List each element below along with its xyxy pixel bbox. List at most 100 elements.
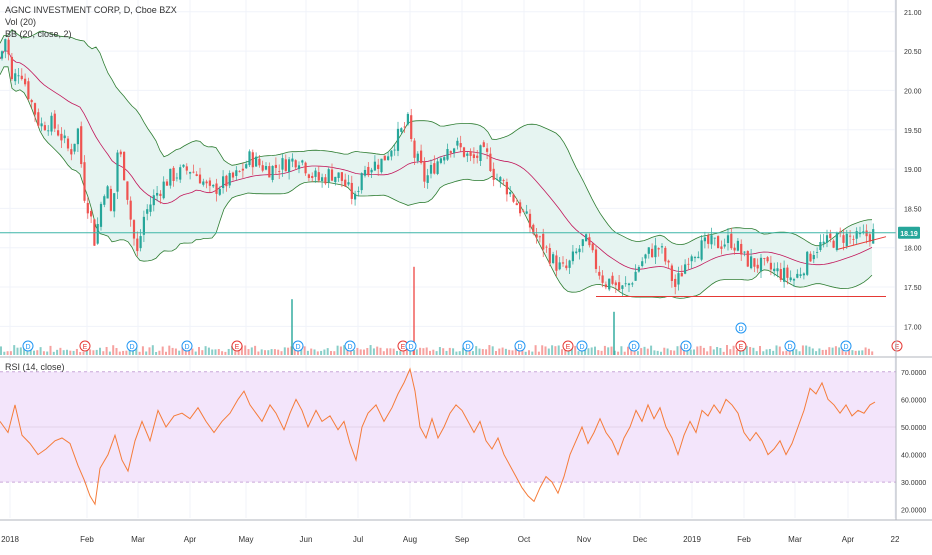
candle-body [50, 115, 53, 132]
candle-body [73, 143, 76, 152]
volume-bar [858, 350, 860, 355]
volume-bar [768, 348, 771, 355]
y-tick-label: 19.50 [904, 128, 922, 135]
volume-bar [844, 351, 847, 355]
candle-body [634, 271, 637, 281]
volume-bar [696, 346, 699, 355]
volume-bar [151, 345, 154, 355]
candle-body [703, 237, 706, 242]
candle-body [357, 190, 360, 192]
volume-bar [178, 350, 181, 355]
volume-bar [56, 349, 59, 355]
y-tick-label: 20.50 [904, 49, 922, 56]
candle-body [416, 153, 419, 161]
volume-bar [198, 347, 200, 355]
volume-bar [23, 345, 26, 355]
candle-body [466, 153, 469, 156]
volume-bar [36, 350, 39, 355]
volume-bar [584, 348, 587, 355]
candle-body [179, 167, 182, 180]
trend-lines [0, 232, 896, 297]
volume-bar [425, 347, 428, 355]
candle-body [291, 158, 294, 162]
volume-bar [26, 348, 29, 355]
x-tick-label: Feb [737, 535, 751, 544]
candle-body [684, 264, 687, 274]
volume-bar [808, 346, 811, 355]
event-marker-letter: D [465, 344, 470, 351]
candle-body [852, 239, 855, 240]
volume-bar [165, 351, 167, 355]
candle-body [687, 263, 690, 265]
event-marker-icon [735, 340, 747, 352]
volume-bar [782, 351, 785, 355]
event-marker-letter: D [295, 344, 300, 351]
rsi-legend: RSI (14, close) [5, 362, 65, 372]
volume-bar [693, 349, 695, 355]
volume-bar [141, 346, 144, 355]
candle-body [423, 161, 426, 182]
candle-body [70, 149, 73, 155]
x-tick-label: Mar [788, 535, 802, 544]
candle-body [664, 247, 667, 262]
candle-body [86, 202, 89, 214]
volume-bar [561, 349, 563, 355]
candle-body [337, 172, 340, 178]
candle-body [433, 163, 436, 174]
candle-body [208, 180, 211, 186]
x-tick-label: 2018 [1, 535, 19, 544]
candle-body [842, 235, 845, 243]
volume-bar [79, 351, 82, 355]
candle-body [106, 186, 109, 199]
candle-body [614, 282, 617, 286]
volume-bar [709, 346, 712, 355]
volume-bar [211, 349, 214, 355]
volume-bar [349, 349, 352, 355]
x-tick-label: 2019 [683, 535, 701, 544]
volume-bar [653, 350, 656, 355]
candles [0, 37, 875, 296]
volume-bar [372, 348, 375, 355]
volume-bar [382, 351, 385, 355]
y-tick-label: 18.00 [904, 246, 922, 253]
volume-bar [478, 348, 481, 355]
candle-body [545, 246, 548, 248]
candle-body [40, 123, 43, 127]
candle-body [37, 112, 40, 126]
candle-body [258, 158, 261, 166]
volume-bar [287, 347, 290, 355]
volume-bar [564, 349, 567, 355]
event-marker-icon [680, 340, 692, 352]
event-marker-icon [628, 340, 640, 352]
candle-body [426, 175, 429, 183]
candle-body [707, 235, 710, 244]
candle-body [604, 284, 607, 288]
volume-bar [504, 348, 507, 355]
volume-bar [108, 351, 111, 355]
candle-body [63, 135, 66, 139]
x-tick-label: Dec [633, 535, 647, 544]
volume-bar [735, 350, 738, 355]
volume-bar [438, 347, 441, 355]
rsi-line [0, 367, 876, 506]
candle-body [779, 269, 782, 280]
candle-body [710, 235, 713, 245]
candle-body [0, 51, 4, 59]
volume-bar [821, 349, 824, 355]
candle-body [370, 169, 373, 173]
y-tick-label: 17.50 [904, 285, 922, 292]
candle-body [680, 273, 683, 277]
x-tick-label: 22 [891, 535, 900, 544]
event-marker-letter: D [738, 326, 743, 333]
x-tick-label: Sep [455, 535, 470, 544]
volume-bar [732, 345, 735, 355]
volume-bar [524, 351, 527, 355]
candle-body [568, 260, 571, 268]
candle-body [482, 142, 485, 147]
volume-bar [666, 348, 669, 355]
candle-body [601, 275, 604, 283]
candle-body [538, 236, 541, 238]
candle-body [152, 195, 155, 206]
volume-bar [280, 351, 283, 355]
